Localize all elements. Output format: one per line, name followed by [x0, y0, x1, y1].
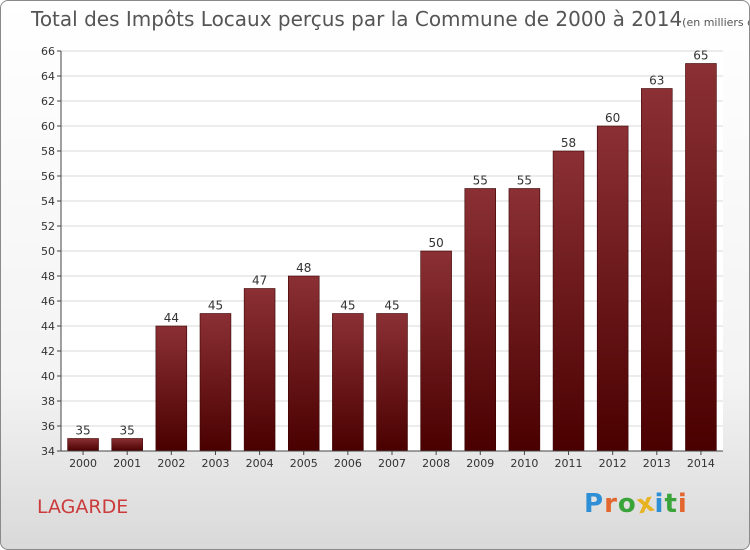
chart-title: Total des Impôts Locaux perçus par la Co… — [31, 7, 749, 31]
y-tick-label: 52 — [41, 220, 55, 233]
bar-2008 — [420, 250, 452, 452]
chart-title-main: Total des Impôts Locaux perçus par la Co… — [31, 7, 683, 31]
bar-value-label: 47 — [252, 274, 267, 288]
logo-letter: r — [604, 489, 618, 519]
x-tick-label: 2000 — [69, 457, 97, 470]
logo-letter: o — [617, 489, 637, 519]
bar-2006 — [332, 313, 364, 452]
bar-value-label: 60 — [605, 111, 620, 125]
bar-2012 — [596, 125, 629, 452]
x-tick-label: 2014 — [687, 457, 715, 470]
x-tick-label: 2013 — [643, 457, 671, 470]
x-tick-label: 2007 — [378, 457, 406, 470]
bar-2007 — [376, 313, 408, 452]
bar-2009 — [464, 188, 497, 452]
bar-value-label: 35 — [75, 424, 90, 438]
y-tick-label: 34 — [41, 445, 55, 458]
proxiti-logo: Proxiti — [584, 487, 688, 520]
logo-letter: i — [654, 489, 665, 519]
x-axis-ticks: 2000 2001 2002 2003 2004 2005 2006 2007 2008 2009… — [69, 451, 715, 470]
bar-2004 — [243, 288, 276, 452]
y-tick-label: 50 — [41, 245, 55, 258]
y-tick-label: 40 — [41, 370, 55, 383]
bar-value-label: 44 — [164, 311, 179, 325]
x-tick-label: 2005 — [290, 457, 318, 470]
y-axis-ticks: 34 36 38 40 42 44 46 48 50 52 54 56 58 60 62 64 66 — [41, 45, 61, 458]
bar-value-label: 55 — [517, 174, 532, 188]
bar-2005 — [287, 275, 320, 452]
y-tick-label: 64 — [41, 70, 55, 83]
x-tick-label: 2011 — [555, 457, 583, 470]
y-tick-label: 44 — [41, 320, 55, 333]
bar-2014 — [685, 63, 717, 452]
bar-value-label: 45 — [208, 299, 223, 313]
bars: 35 35 44 45 47 48 45 45 50 55 55 58 60 63 65 — [67, 49, 717, 452]
x-tick-label: 2012 — [599, 457, 627, 470]
bar-2003 — [199, 313, 232, 452]
y-tick-label: 42 — [41, 345, 55, 358]
y-tick-label: 46 — [41, 295, 55, 308]
bar-2000 — [67, 438, 99, 452]
bar-2002 — [155, 325, 188, 452]
bar-2010 — [508, 188, 541, 452]
y-tick-label: 66 — [41, 45, 55, 58]
logo-letter: t — [664, 489, 678, 519]
x-tick-label: 2010 — [510, 457, 538, 470]
y-tick-label: 56 — [41, 170, 55, 183]
bar-2001 — [111, 438, 143, 452]
y-tick-label: 36 — [41, 420, 55, 433]
commune-name: LAGARDE — [37, 496, 129, 518]
y-tick-label: 38 — [41, 395, 55, 408]
x-tick-label: 2003 — [201, 457, 229, 470]
y-tick-label: 58 — [41, 145, 55, 158]
bar-value-label: 35 — [120, 424, 135, 438]
x-tick-label: 2002 — [157, 457, 185, 470]
x-tick-label: 2009 — [466, 457, 494, 470]
bar-value-label: 45 — [340, 299, 355, 313]
bar-value-label: 48 — [296, 261, 311, 275]
logo-letter: P — [584, 489, 605, 519]
x-tick-label: 2008 — [422, 457, 450, 470]
logo-letter: i — [677, 489, 688, 519]
bar-value-label: 55 — [473, 174, 488, 188]
bar-value-label: 65 — [693, 49, 708, 63]
x-tick-label: 2006 — [334, 457, 362, 470]
bar-value-label: 50 — [428, 236, 443, 250]
y-tick-label: 60 — [41, 120, 55, 133]
bar-value-label: 63 — [649, 74, 664, 88]
y-tick-label: 48 — [41, 270, 55, 283]
y-tick-label: 54 — [41, 195, 55, 208]
y-tick-label: 62 — [41, 95, 55, 108]
bar-2013 — [641, 88, 673, 452]
bar-value-label: 58 — [561, 136, 576, 150]
bar-2011 — [552, 150, 585, 452]
chart-unit: (en milliers d'€) — [682, 16, 749, 29]
x-tick-label: 2004 — [246, 457, 274, 470]
x-tick-label: 2001 — [113, 457, 141, 470]
bar-value-label: 45 — [384, 299, 399, 313]
